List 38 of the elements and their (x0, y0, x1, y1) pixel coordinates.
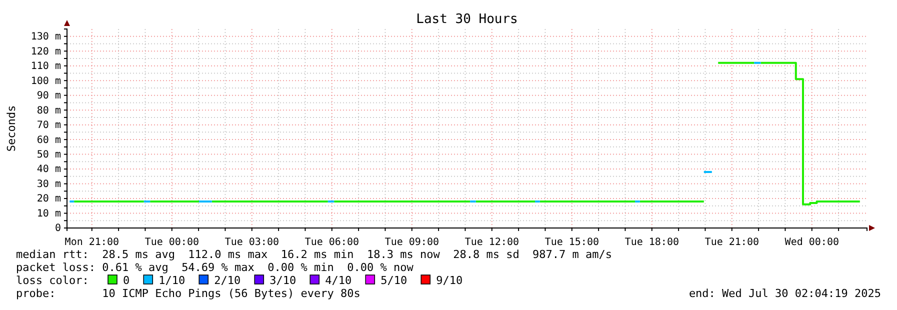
y-tick-label: 100 m (30, 76, 61, 87)
chart-title: Last 30 Hours (416, 12, 518, 27)
legend-title: loss color: (16, 274, 89, 287)
y-tick-label: 80 m (36, 105, 61, 116)
x-tick-label: Tue 21:00 (704, 237, 759, 248)
text: packet loss: 0.61 % avg 54.69 % max 0.00 % min 0.00 % now (16, 261, 414, 274)
x-tick-label: Tue 06:00 (304, 237, 359, 248)
legend-label: 3/10 (270, 274, 296, 287)
y-axis-title: Seconds (5, 105, 18, 152)
legend-label: 1/10 (158, 274, 186, 287)
x-tick-label: Tue 15:00 (544, 237, 599, 248)
x-tick-label: Tue 12:00 (464, 237, 519, 248)
text: probe: 10 ICMP Echo Pings (56 Bytes) every 80s (16, 287, 360, 300)
text: end: Wed Jul 30 02:04:19 2025 (688, 287, 881, 300)
legend-label: 4/10 (325, 274, 352, 287)
legend-label: 5/10 (380, 274, 408, 287)
text: median rtt: 28.5 ms avg 112.0 ms max 16.2 ms min 18.3 ms now 28.8 ms sd 987.7 m am/s (16, 248, 612, 261)
legend-label: 9/10 (436, 274, 463, 287)
y-tick-label: 70 m (36, 120, 61, 132)
y-tick-label: 0 (54, 223, 61, 234)
y-tick-label: 120 m (30, 46, 61, 58)
x-tick-label: Tue 18:00 (624, 237, 679, 248)
y-tick-label: 30 m (36, 178, 61, 190)
x-tick-label: Tue 09:00 (384, 237, 439, 248)
y-tick-label: 130 m (30, 32, 61, 43)
x-tick-label: Mon 21:00 (64, 237, 119, 248)
y-tick-label: 40 m (36, 164, 61, 176)
y-tick-label: 10 m (36, 208, 61, 220)
y-tick-label: 90 m (36, 90, 61, 102)
y-tick-label: 110 m (30, 61, 61, 72)
x-tick-label: Wed 00:00 (784, 237, 839, 248)
x-tick-label: Tue 03:00 (224, 237, 279, 248)
y-tick-label: 60 m (36, 134, 61, 146)
y-tick-label: 50 m (36, 149, 61, 160)
y-tick-label: 20 m (36, 194, 61, 205)
legend-label: 0 (123, 274, 130, 287)
x-tick-label: Tue 00:00 (144, 237, 199, 248)
legend-label: 2/10 (214, 274, 241, 287)
